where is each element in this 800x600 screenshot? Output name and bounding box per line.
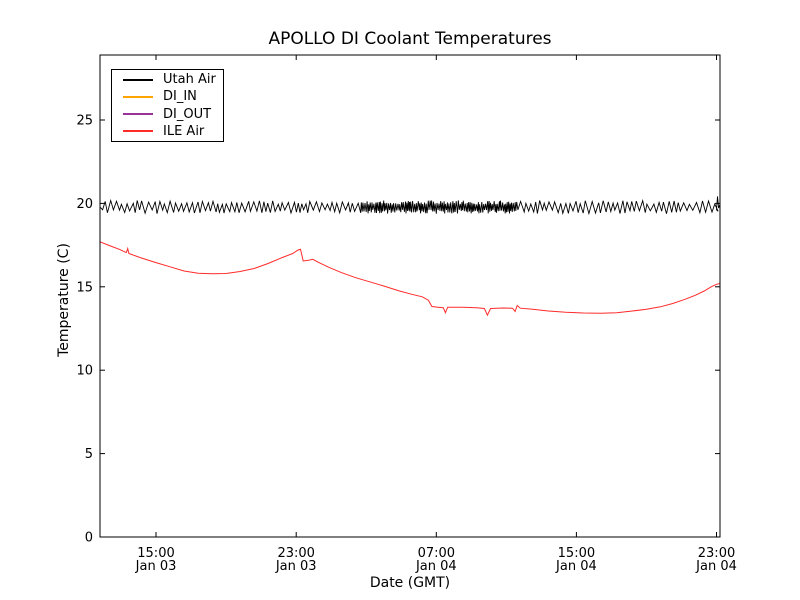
x-axis-label: Date (GMT) [369,575,451,591]
y-tick-label: 25 [76,114,93,129]
utah-air-line [99,196,721,216]
legend-swatch-ile-air [123,130,153,133]
legend-item-di-out: DI_OUT [123,107,223,122]
x-tick-label-time: 15:00 [558,546,595,561]
x-tick-label-time: 23:00 [277,546,314,561]
legend-item-di-in: DI_IN [123,89,223,104]
legend-label-utah-air: Utah Air [163,72,216,88]
legend-item-ile-air: ILE Air [123,124,223,139]
x-tick-label-date: Jan 03 [135,559,177,574]
x-tick-label-time: 07:00 [418,546,455,561]
legend: Utah Air DI_IN DI_OUT ILE Air [111,69,224,142]
y-tick-label: 10 [76,364,93,379]
legend-label-di-in: DI_IN [163,89,197,105]
x-tick-label-date: Jan 03 [275,559,317,574]
legend-swatch-utah-air [123,78,153,81]
x-tick-label-time: 15:00 [137,546,174,561]
x-tick-label-time: 23:00 [698,546,735,561]
legend-item-utah-air: Utah Air [123,72,223,87]
y-axis-label: Temperature (C) [56,243,72,357]
x-tick-label-date: Jan 04 [415,559,457,574]
chart-title: APOLLO DI Coolant Temperatures [268,29,552,49]
y-tick-label: 20 [76,197,93,212]
y-tick-label: 0 [85,531,93,546]
x-tick-label-date: Jan 04 [555,559,597,574]
y-tick-label: 5 [85,447,93,462]
legend-label-ile-air: ILE Air [163,123,205,139]
x-tick-label-date: Jan 04 [695,559,737,574]
legend-swatch-di-out [123,113,153,116]
ile-air-line [99,241,721,317]
y-tick-label: 15 [76,280,93,295]
legend-label-di-out: DI_OUT [163,106,212,122]
plot-frame [99,54,721,538]
legend-swatch-di-in [123,95,153,98]
